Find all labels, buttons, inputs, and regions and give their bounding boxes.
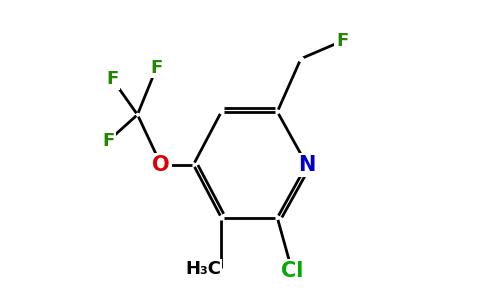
Text: N: N: [298, 155, 316, 175]
Text: O: O: [152, 155, 170, 175]
Text: F: F: [151, 58, 163, 76]
Text: H₃C: H₃C: [185, 260, 221, 278]
Text: F: F: [336, 32, 348, 50]
Text: Cl: Cl: [281, 261, 303, 281]
Text: F: F: [102, 132, 114, 150]
Text: F: F: [106, 70, 119, 88]
